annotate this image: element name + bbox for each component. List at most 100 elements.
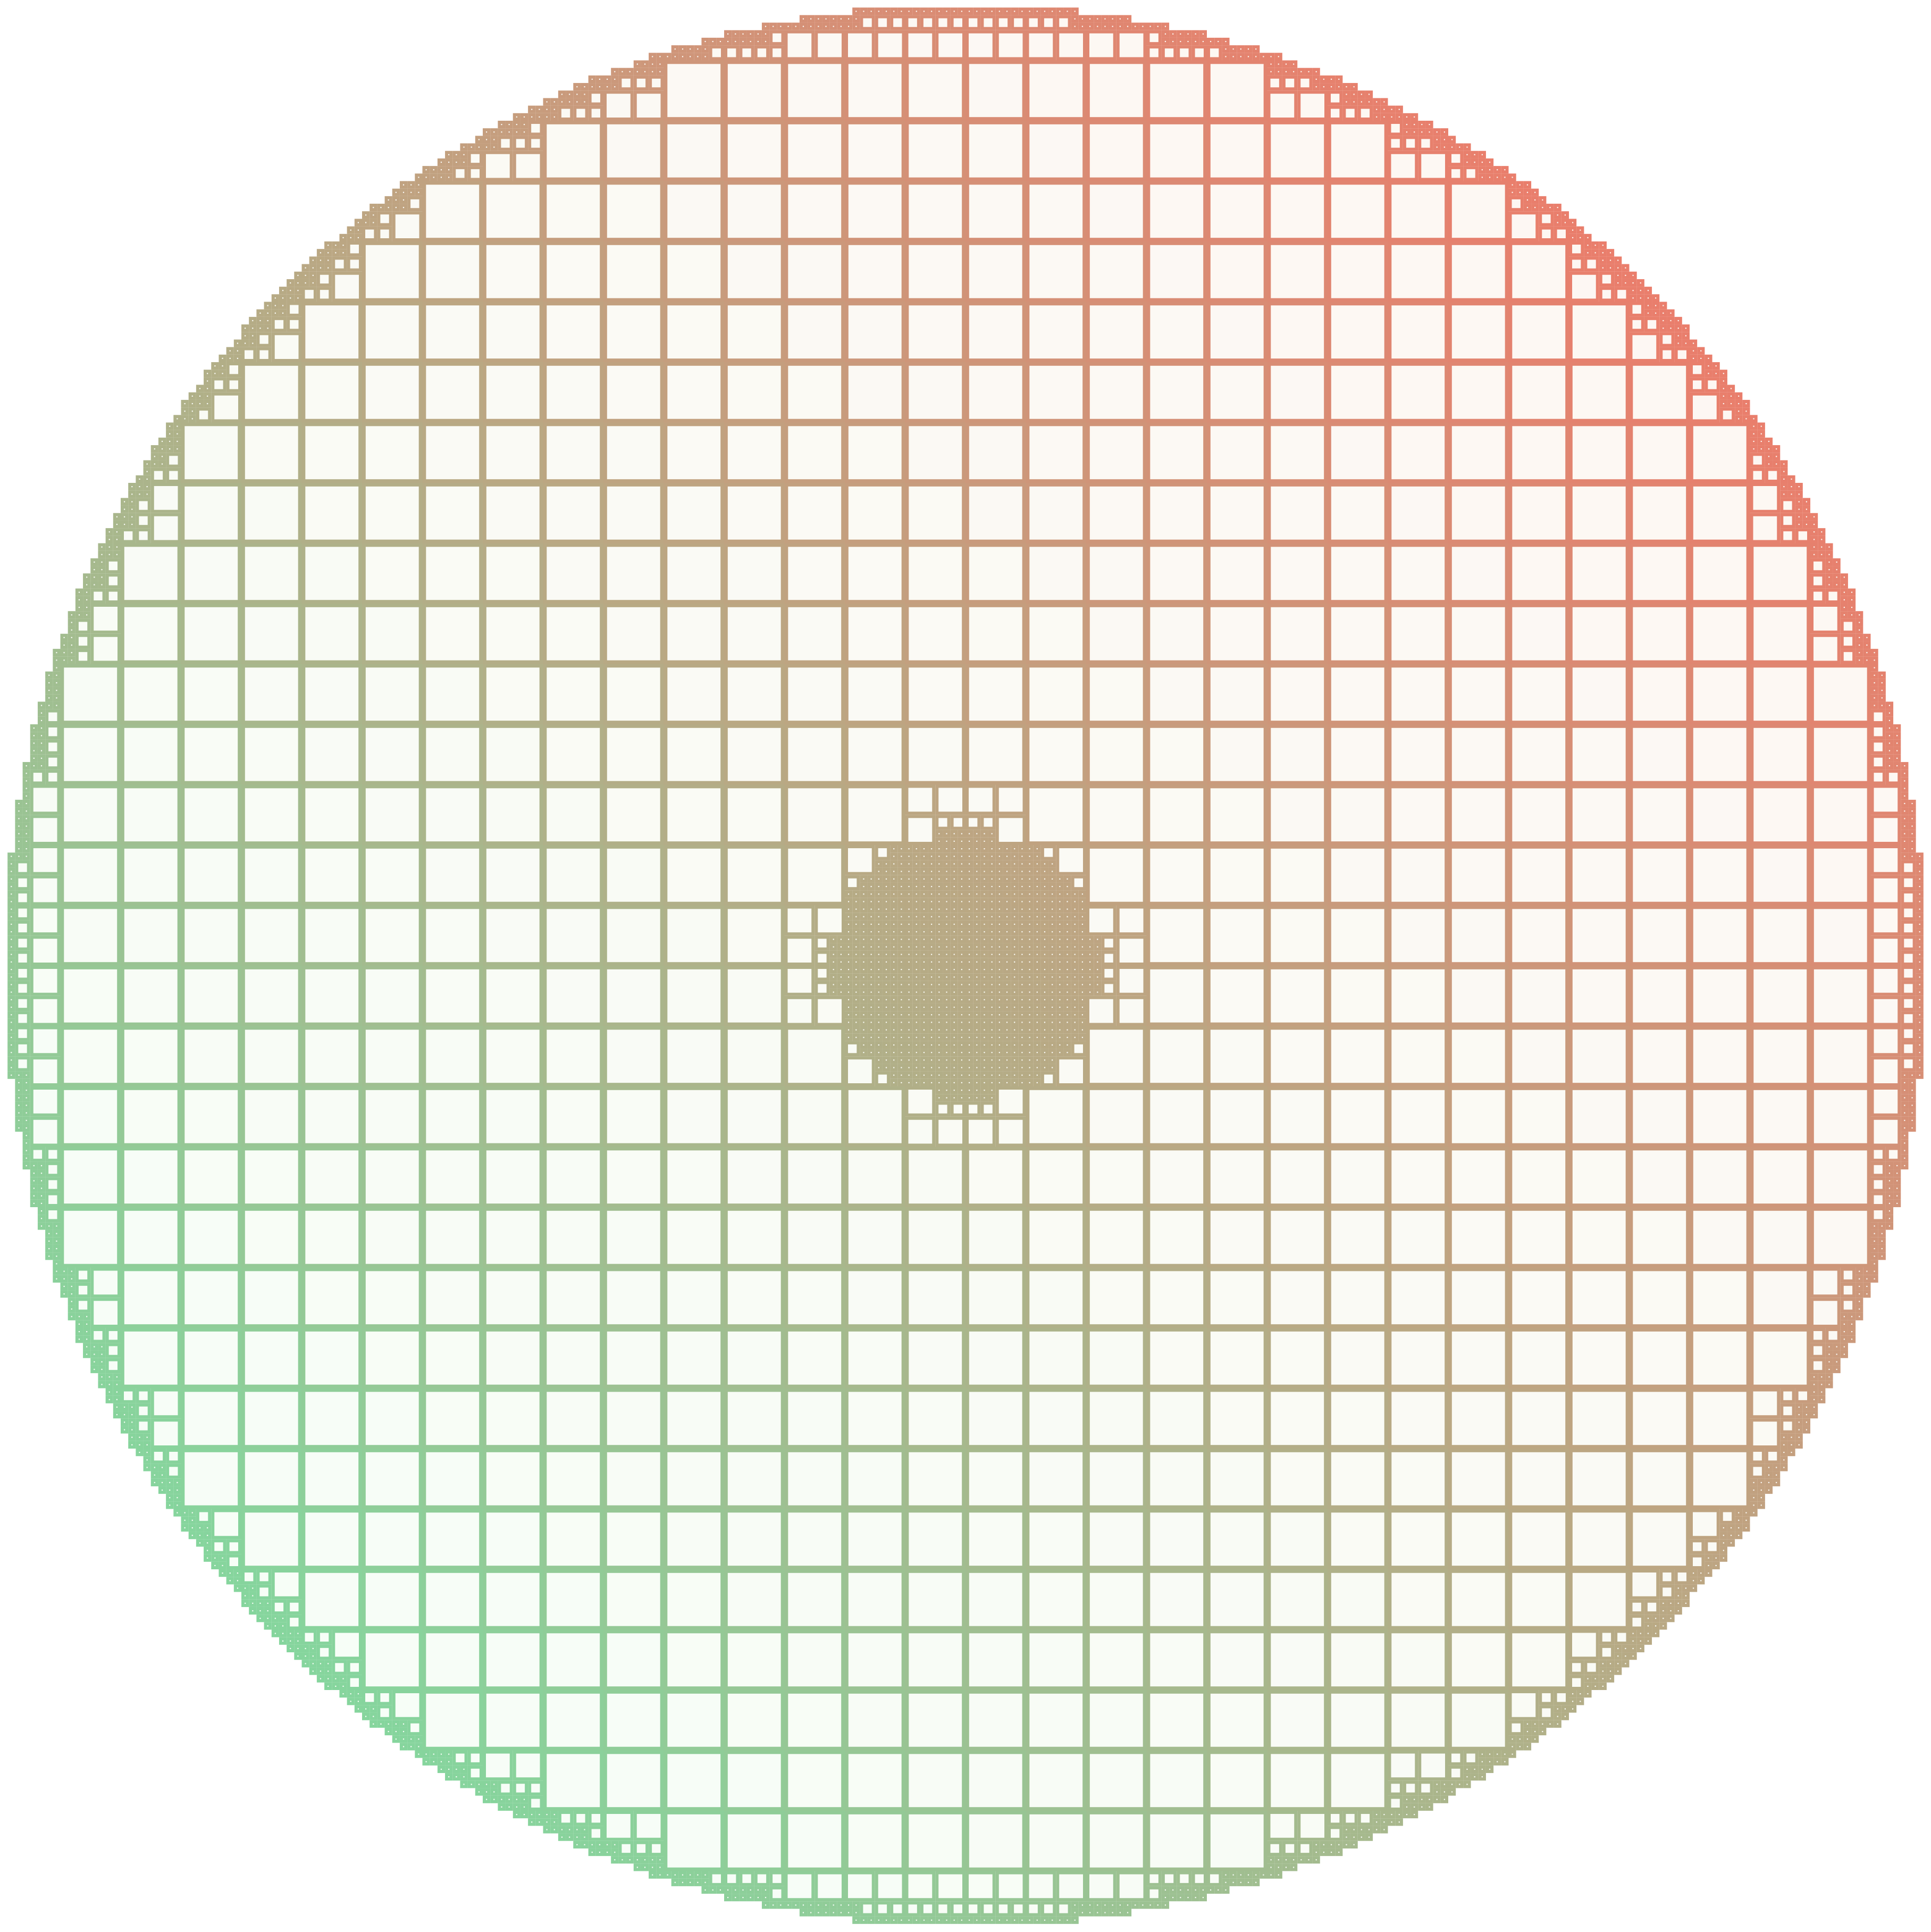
quadtree-cell: [15, 1109, 23, 1117]
quadtree-cell: [90, 1365, 98, 1374]
quadtree-cell: [1856, 1312, 1863, 1320]
quadtree-cell: [1026, 784, 1087, 846]
quadtree-cell: [45, 1207, 61, 1223]
quadtree-cell: [1071, 1033, 1079, 1041]
quadtree-cell: [966, 7, 973, 15]
quadtree-cell: [1297, 1856, 1305, 1864]
quadtree-cell: [1523, 204, 1532, 212]
quadtree-cell: [1810, 528, 1818, 536]
quadtree-cell: [7, 935, 15, 943]
quadtree-cell: [815, 30, 845, 61]
quadtree-cell: [1690, 1509, 1720, 1540]
quadtree-cell: [1802, 513, 1810, 521]
quadtree-cell: [709, 1886, 717, 1894]
quadtree-cell: [784, 966, 815, 996]
quadtree-cell: [845, 1207, 905, 1268]
quadtree-cell: [1177, 1894, 1185, 1902]
quadtree-cell: [1870, 671, 1878, 679]
quadtree-cell: [1011, 1033, 1019, 1041]
quadtree-cell: [1690, 1026, 1750, 1087]
quadtree-cell: [1636, 1637, 1644, 1645]
quadtree-cell: [815, 22, 822, 30]
quadtree-cell: [543, 1811, 551, 1819]
quadtree-cell: [1629, 784, 1690, 846]
quadtree-cell: [1576, 1697, 1584, 1705]
quadtree-cell: [1011, 1078, 1019, 1086]
quadtree-cell: [1018, 1078, 1026, 1086]
quadtree-cell: [958, 1011, 966, 1019]
quadtree-cell: [256, 1569, 272, 1585]
quadtree-cell: [845, 905, 853, 913]
quadtree-cell: [121, 513, 129, 521]
quadtree-cell: [75, 1282, 91, 1298]
quadtree-cell: [7, 867, 15, 875]
quadtree-cell: [912, 860, 920, 868]
quadtree-cell: [1916, 981, 1924, 989]
quadtree-cell: [1094, 22, 1102, 30]
quadtree-cell: [890, 920, 898, 929]
quadtree-cell: [1312, 83, 1320, 91]
quadtree-cell: [1508, 1388, 1569, 1449]
quadtree-cell: [241, 1592, 249, 1600]
quadtree-cell: [732, 37, 740, 46]
quadtree-cell: [754, 30, 762, 38]
quadtree-cell: [1388, 1509, 1449, 1570]
quadtree-cell: [196, 407, 212, 423]
quadtree-cell: [15, 966, 30, 981]
quadtree-cell: [1614, 279, 1622, 287]
quadtree-cell: [241, 347, 257, 362]
quadtree-cell: [1810, 1343, 1826, 1358]
quadtree-cell: [1063, 890, 1071, 898]
quadtree-cell: [1026, 898, 1034, 906]
quadtree-cell: [188, 1516, 196, 1524]
quadtree-cell: [882, 913, 891, 921]
quadtree-cell: [7, 1018, 15, 1026]
quadtree-cell: [1411, 1811, 1418, 1819]
quadtree-cell: [973, 920, 981, 929]
quadtree-cell: [928, 981, 936, 989]
quadtree-cell: [1690, 1328, 1750, 1389]
quadtree-cell: [1056, 1049, 1064, 1057]
quadtree-cell: [1388, 1629, 1449, 1691]
quadtree-cell: [241, 1328, 302, 1389]
quadtree-cell: [1116, 1909, 1124, 1917]
quadtree-cell: [166, 1486, 174, 1494]
quadtree-cell: [1328, 1569, 1388, 1630]
quadtree-cell: [966, 860, 973, 868]
quadtree-cell: [1508, 173, 1516, 181]
quadtree-cell: [445, 1750, 453, 1758]
quadtree-cell: [694, 1871, 702, 1879]
quadtree-cell: [1116, 30, 1147, 61]
quadtree-cell: [920, 966, 928, 974]
quadtree-cell: [950, 898, 958, 906]
quadtree-cell: [430, 173, 438, 181]
quadtree-cell: [1078, 898, 1086, 906]
quadtree-cell: [1328, 1026, 1388, 1087]
quadtree-cell: [1395, 1818, 1403, 1826]
quadtree-cell: [30, 739, 38, 747]
quadtree-cell: [716, 1886, 724, 1894]
quadtree-cell: [422, 1569, 483, 1630]
quadtree-cell: [980, 830, 988, 838]
quadtree-cell: [890, 996, 898, 1003]
quadtree-cell: [1018, 845, 1026, 853]
quadtree-cell: [784, 1388, 845, 1449]
quadtree-cell: [943, 928, 951, 936]
quadtree-cell: [324, 256, 332, 264]
quadtree-cell: [1508, 543, 1569, 604]
quadtree-cell: [943, 860, 951, 868]
quadtree-cell: [1901, 1116, 1909, 1124]
quadtree-cell: [1787, 475, 1795, 483]
quadtree-cell: [1471, 1765, 1479, 1774]
quadtree-cell: [1290, 60, 1298, 68]
quadtree-cell: [150, 1388, 181, 1419]
quadtree-cell: [1885, 1207, 1894, 1215]
quadtree-cell: [1011, 860, 1019, 868]
quadtree-cell: [279, 1637, 287, 1645]
quadtree-cell: [1373, 1826, 1381, 1834]
quadtree-cell: [1863, 656, 1871, 664]
quadtree-cell: [1003, 973, 1011, 981]
quadtree-cell: [860, 1033, 868, 1041]
quadtree-cell: [1184, 30, 1192, 38]
quadtree-cell: [867, 950, 875, 958]
